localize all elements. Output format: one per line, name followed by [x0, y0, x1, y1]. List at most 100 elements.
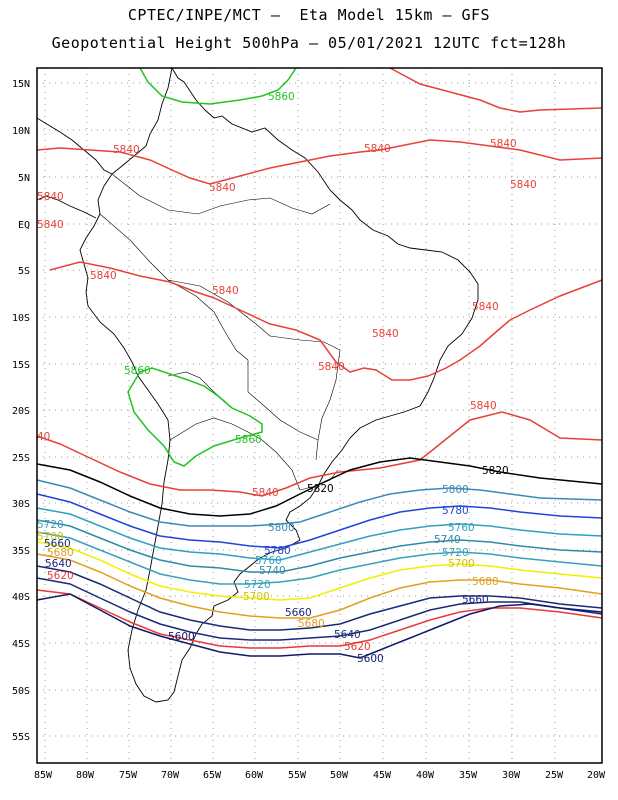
- lat-label: 50S: [12, 686, 30, 697]
- contour-label: 5840: [510, 179, 537, 191]
- lat-label: 5N: [18, 173, 30, 184]
- lat-label: 20S: [12, 406, 30, 417]
- contour-label: 5840: [209, 182, 236, 194]
- contour-label: 5600: [357, 653, 384, 665]
- lat-label: 10N: [12, 126, 30, 137]
- contour-label: 5840: [470, 400, 497, 412]
- contour-5860-north: [139, 67, 297, 105]
- map-frame: [36, 67, 603, 764]
- lon-label: 55W: [288, 770, 307, 781]
- contour-5820: [36, 457, 603, 517]
- lon-label: 25W: [545, 770, 564, 781]
- contour-5800: [36, 479, 603, 527]
- map-title-line-2: Geopotential Height 500hPa – 05/01/2021 …: [51, 34, 567, 52]
- contour-5780: [36, 493, 603, 549]
- contour-5840-mid: [49, 261, 603, 381]
- contour-label: 5840: [472, 301, 499, 313]
- lat-label: 55S: [12, 732, 30, 743]
- lat-label: 15N: [12, 79, 30, 90]
- latitude-labels: 15N 10N 5N EQ 5S 10S 15S 20S 25S 30S 35S…: [12, 79, 30, 743]
- contour-5760: [36, 507, 603, 561]
- contour-5680: [36, 553, 603, 619]
- lon-label: 70W: [161, 770, 180, 781]
- lat-label: 45S: [12, 639, 30, 650]
- contour-label: 5720: [37, 519, 64, 531]
- lat-label: 10S: [12, 313, 30, 324]
- contour-5860-south: [127, 367, 263, 467]
- lat-label: 15S: [12, 360, 30, 371]
- contour-5740: [36, 519, 603, 573]
- contour-label: 5860: [124, 365, 151, 377]
- contour-label: 5720: [442, 547, 469, 559]
- lon-label: 65W: [203, 770, 222, 781]
- longitude-labels: 85W 80W 75W 70W 65W 60W 55W 50W 45W 40W …: [34, 770, 606, 781]
- contour-5840-south: [36, 411, 603, 497]
- contour-label: 5780: [264, 545, 291, 557]
- contour-5640: [36, 577, 603, 641]
- contour-label: 5620: [47, 570, 74, 582]
- lon-label: 40W: [416, 770, 435, 781]
- contour-label: 5820: [307, 483, 334, 495]
- map-title-line-1: CPTEC/INPE/MCT – Eta Model 15km – GFS: [127, 6, 491, 24]
- contour-label: 5800: [268, 522, 295, 534]
- contour-label: 40: [37, 431, 50, 443]
- contours: [36, 67, 603, 659]
- lon-label: 45W: [373, 770, 392, 781]
- lat-label: 35S: [12, 546, 30, 557]
- lat-label: 30S: [12, 499, 30, 510]
- lon-label: 75W: [119, 770, 138, 781]
- lon-label: 20W: [587, 770, 606, 781]
- lon-label: 30W: [502, 770, 521, 781]
- lon-label: 50W: [330, 770, 349, 781]
- contour-label: 5860: [235, 434, 262, 446]
- lon-label: 35W: [459, 770, 478, 781]
- contour-label: 5840: [90, 270, 117, 282]
- contour-label: 5840: [364, 143, 391, 155]
- contour-label: 5840: [212, 285, 239, 297]
- contour-label: 5840: [318, 361, 345, 373]
- lon-label: 85W: [34, 770, 53, 781]
- contour-label: 5760: [255, 555, 282, 567]
- contour-label: 5700: [243, 591, 270, 603]
- contour-label: 5840: [372, 328, 399, 340]
- contour-label: 5840: [252, 487, 279, 499]
- contour-label: 5840: [37, 219, 64, 231]
- contour-label: 5640: [334, 629, 361, 641]
- contour-label: 5660: [462, 594, 489, 606]
- lat-label: 40S: [12, 592, 30, 603]
- contour-label: 5660: [44, 538, 71, 550]
- contour-label: 5780: [442, 505, 469, 517]
- contour-label: 5680: [298, 618, 325, 630]
- contour-5600: [36, 593, 603, 659]
- contour-5660: [36, 565, 603, 631]
- contour-labels: 5860 5860 5860 5840 5840 5840 5840 5840 …: [37, 91, 537, 665]
- contour-label: 5700: [37, 531, 64, 543]
- contour-label: 5740: [434, 534, 461, 546]
- lat-label: 25S: [12, 453, 30, 464]
- lon-label: 80W: [76, 770, 95, 781]
- graticule: [37, 68, 602, 763]
- contour-label: 5740: [259, 565, 286, 577]
- contour-label: 5720: [244, 579, 271, 591]
- contour-label: 5680: [472, 576, 499, 588]
- contour-5720: [36, 531, 603, 585]
- contour-label: 5660: [285, 607, 312, 619]
- contour-label: 5800: [442, 484, 469, 496]
- contour-label: 5820: [482, 465, 509, 477]
- contour-label: 5840: [113, 144, 140, 156]
- contour-5840-top-right: [389, 67, 603, 113]
- contour-label: 5640: [45, 558, 72, 570]
- lon-label: 60W: [245, 770, 264, 781]
- lat-label: 5S: [18, 266, 30, 277]
- lat-label: EQ: [18, 220, 30, 231]
- coastline: [36, 66, 479, 703]
- contour-label: 5620: [344, 641, 371, 653]
- contour-label: 5840: [37, 191, 64, 203]
- contour-label: 5680: [47, 547, 74, 559]
- country-borders: [99, 173, 341, 491]
- contour-label: 5600: [168, 631, 195, 643]
- contour-5840-north: [36, 139, 603, 185]
- contour-label: 5760: [448, 522, 475, 534]
- contour-label: 5840: [490, 138, 517, 150]
